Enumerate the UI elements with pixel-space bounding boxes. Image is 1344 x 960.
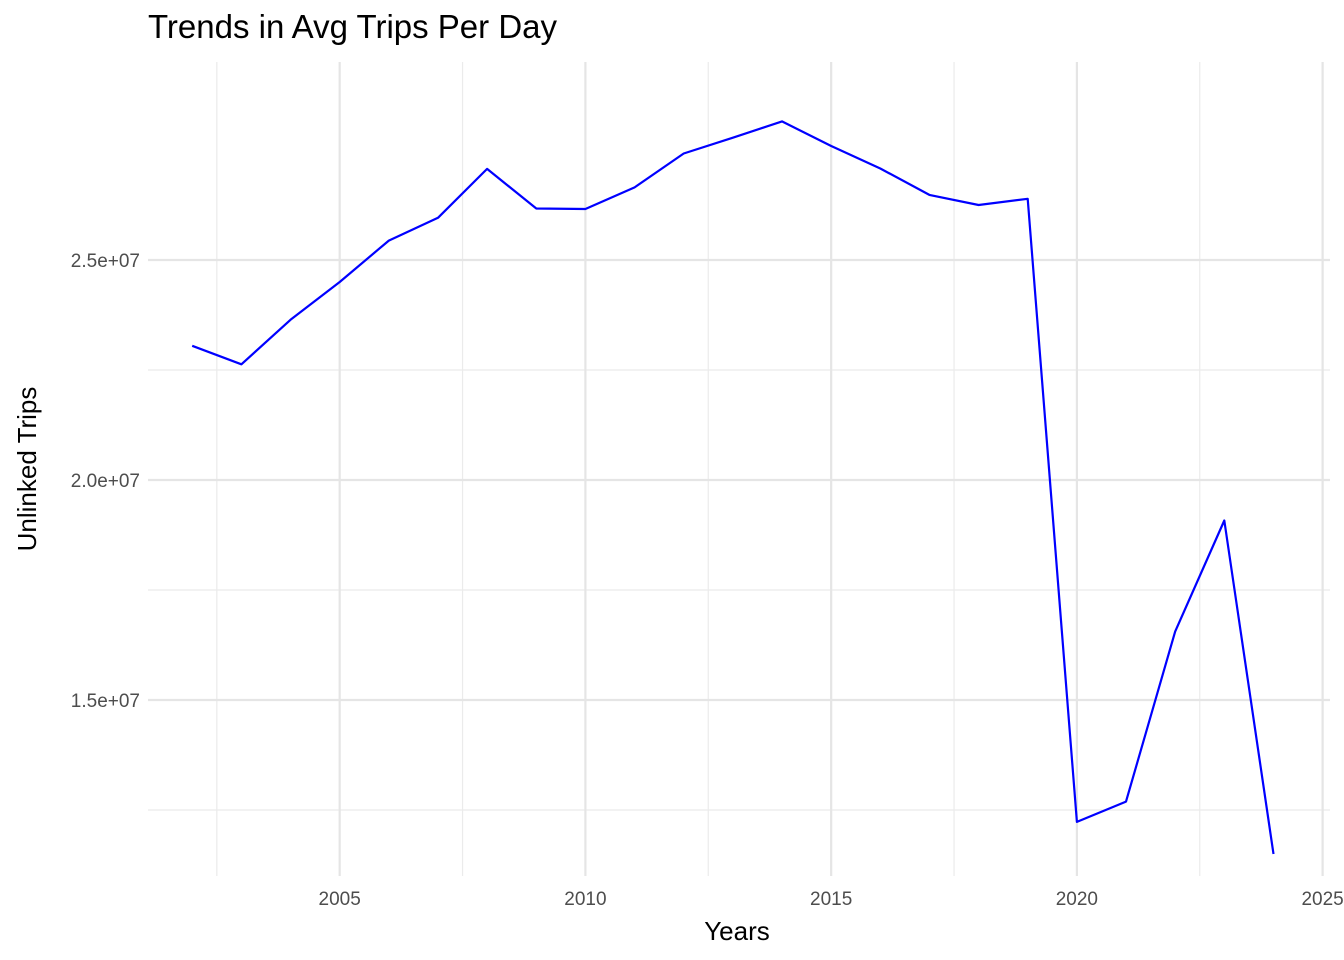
- series-line: [191, 120, 1275, 855]
- x-tick-label: 2025: [1301, 889, 1343, 910]
- chart-title: Trends in Avg Trips Per Day: [148, 8, 558, 45]
- x-tick-label: 2020: [1056, 889, 1098, 910]
- x-tick-label: 2015: [810, 889, 852, 910]
- x-axis-title: Years: [704, 916, 770, 946]
- y-tick-label: 2.0e+07: [71, 471, 140, 492]
- x-axis-ticks: 2005 2010 2015 2020 2025: [319, 889, 1344, 910]
- y-axis-title: Unlinked Trips: [12, 387, 42, 552]
- y-tick-label: 1.5e+07: [71, 691, 140, 712]
- y-tick-label: 2.5e+07: [71, 251, 140, 272]
- x-tick-label: 2010: [564, 889, 606, 910]
- y-axis-ticks: 1.5e+07 2.0e+07 2.5e+07: [71, 251, 140, 712]
- series: [191, 120, 1275, 855]
- x-tick-label: 2005: [319, 889, 361, 910]
- grid: [148, 62, 1330, 876]
